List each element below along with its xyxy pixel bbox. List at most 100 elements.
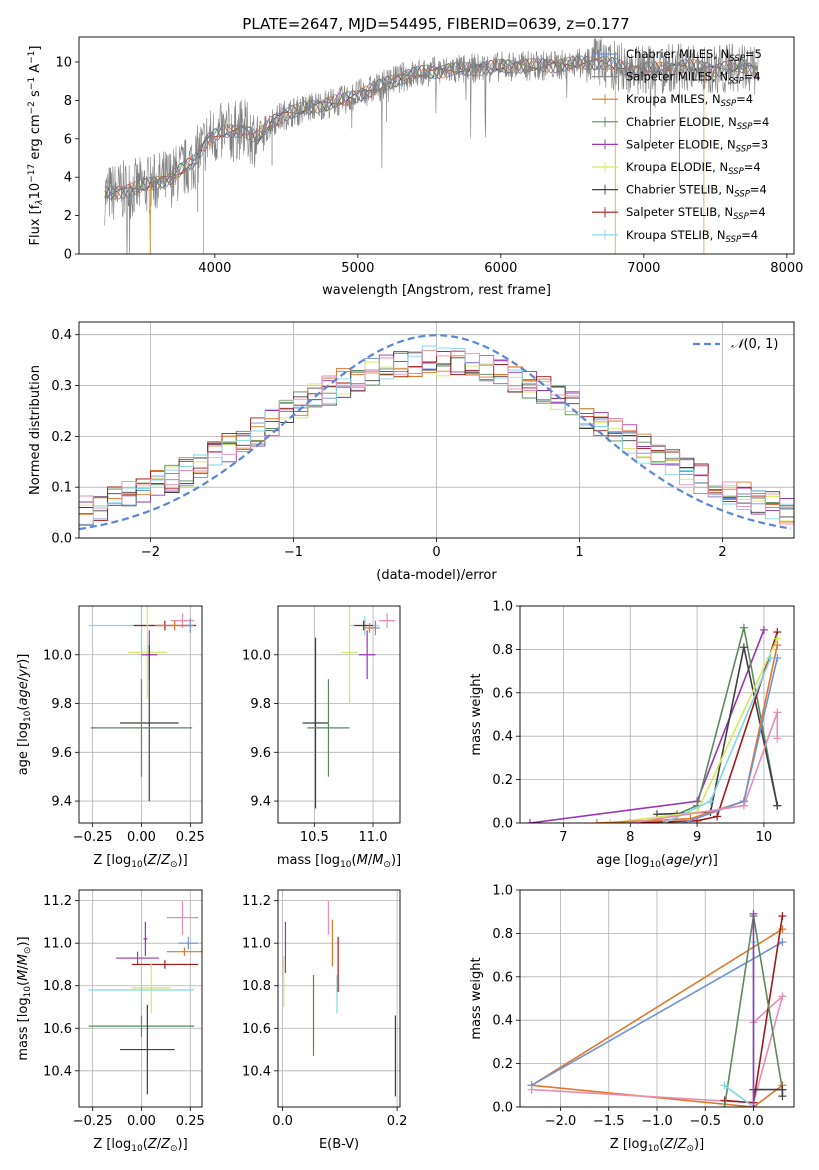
y-tick-label: 9.4 <box>51 795 72 810</box>
y-tick-label: 0.1 <box>51 481 72 496</box>
plot-area <box>88 606 197 802</box>
legend-label: Salpeter MILES, NSSP=4 <box>626 70 761 87</box>
legend-label: 𝒩(0, 1) <box>731 337 778 352</box>
histogram-series <box>79 355 794 523</box>
y-tick-label: 10.4 <box>43 1064 72 1079</box>
y-tick-label: 9.8 <box>51 697 72 712</box>
x-tick-label: 0.0 <box>272 1114 293 1129</box>
axes-frame <box>519 605 795 824</box>
y-tick-label: 1.0 <box>492 884 513 899</box>
y-axis-label: mass weight <box>469 673 484 755</box>
y-tick-label: 0.8 <box>492 643 513 658</box>
axes-frame <box>78 605 203 824</box>
y-axis-label: Normed distribution <box>28 365 43 495</box>
x-tick-label: 0 <box>432 545 440 560</box>
y-tick-label: 9.8 <box>250 697 271 712</box>
y-tick-label: 11.0 <box>43 937 72 952</box>
plot-area <box>527 909 787 1107</box>
y-tick-label: 0.4 <box>492 1014 513 1029</box>
x-axis-label: age [log10(age/yr)] <box>596 853 718 870</box>
axes-frame <box>519 889 795 1108</box>
legend-label: Salpeter ELODIE, NSSP=3 <box>626 137 768 154</box>
y-tick-label: 11.2 <box>43 894 72 909</box>
y-axis-label: mass weight <box>469 957 484 1039</box>
x-tick-label: −0.25 <box>73 1114 113 1129</box>
x-axis-label: Z [log10(Z/Z⊙)] <box>610 1137 704 1154</box>
histogram-series <box>79 349 794 525</box>
y-tick-label: 10.4 <box>242 1064 271 1079</box>
legend-label: Kroupa ELODIE, NSSP=4 <box>626 160 761 177</box>
x-tick-label: 11.0 <box>359 830 388 845</box>
x-tick-label: 7000 <box>627 261 660 276</box>
x-tick-label: 1 <box>575 545 583 560</box>
plot-area <box>526 623 782 823</box>
y-tick-label: 1.0 <box>492 600 513 615</box>
x-axis-label: Z [log10(Z/Z⊙)] <box>93 853 187 870</box>
y-tick-label: 8 <box>64 94 72 109</box>
weight-series-line <box>610 638 779 823</box>
y-tick-label: 9.6 <box>51 746 72 761</box>
panel-age-vs-Z: −0.25 0.00 0.25 9.4 9.6 9.8 10.0 Z [log10(Z/Z⊙)… <box>16 605 205 870</box>
y-tick-label: 0.3 <box>51 379 72 394</box>
x-axis-label: mass [log10(M/M⊙)] <box>277 853 401 870</box>
histogram-series <box>79 351 794 518</box>
panel-weight-vs-age: 7 8 9 10 0.0 0.2 0.4 0.6 0.8 1.0 age [log10(age/yr… <box>469 600 795 870</box>
x-axis-label: (data-model)/error <box>376 568 497 583</box>
axes-frame <box>78 321 795 539</box>
x-tick-label: 2 <box>718 545 726 560</box>
x-tick-label: 10.5 <box>300 830 329 845</box>
y-tick-label: 11.0 <box>242 937 271 952</box>
y-tick-label: 2 <box>64 209 72 224</box>
x-tick-label: 4000 <box>198 261 231 276</box>
panel-spectrum: 4000 5000 6000 7000 8000 0 2 4 6 8 10 wavelength [A… <box>27 36 803 298</box>
y-tick-label: 0.0 <box>492 1101 513 1116</box>
y-axis-label: mass [log10(M/M⊙)] <box>16 936 33 1060</box>
legend-label: Kroupa MILES, NSSP=4 <box>626 92 753 109</box>
x-tick-label: 0.25 <box>176 830 205 845</box>
weight-series-line <box>676 627 779 816</box>
legend-label: Chabrier STELIB, NSSP=4 <box>626 183 767 200</box>
y-tick-label: 10.8 <box>43 979 72 994</box>
y-tick-label: 0.0 <box>51 532 72 547</box>
y-tick-label: 0.2 <box>51 430 72 445</box>
legend: 𝒩(0, 1) <box>693 337 778 352</box>
x-tick-label: 0.25 <box>176 1114 205 1129</box>
x-tick-label: −1.0 <box>641 1114 673 1129</box>
histogram-series <box>79 345 794 525</box>
legend-label: Chabrier ELODIE, NSSP=4 <box>626 115 769 132</box>
y-tick-label: 6 <box>64 132 72 147</box>
x-tick-label: 0.0 <box>743 1114 764 1129</box>
x-tick-label: 10 <box>756 830 773 845</box>
panel-residual-histogram: −2 −1 0 1 2 0.0 0.1 0.2 0.3 0.4 (data-model)/error… <box>28 321 795 583</box>
y-tick-label: 0.6 <box>492 970 513 985</box>
x-tick-label: 8000 <box>770 261 803 276</box>
plot-area <box>79 334 794 531</box>
axes-frame <box>277 605 401 824</box>
y-tick-label: 0.2 <box>492 1057 513 1072</box>
plot-area <box>88 900 202 1095</box>
weight-series-line <box>630 631 779 823</box>
plot-area <box>302 606 396 809</box>
y-axis-label: age [log10(age/yr)] <box>16 654 33 776</box>
axes-frame <box>277 889 401 1108</box>
y-tick-label: 0.4 <box>492 730 513 745</box>
y-axis-label: Flux [fλ10−17 erg cm−2 s−1 A−1] <box>27 46 45 246</box>
plot-area <box>283 900 397 1097</box>
x-tick-label: −2 <box>141 545 160 560</box>
y-tick-label: 0.0 <box>492 817 513 832</box>
x-tick-label: −0.25 <box>73 830 113 845</box>
y-tick-label: 10.6 <box>43 1022 72 1037</box>
y-tick-label: 11.2 <box>242 894 271 909</box>
y-tick-label: 0 <box>64 248 72 263</box>
x-tick-label: 5000 <box>341 261 374 276</box>
x-tick-label: 7 <box>559 830 567 845</box>
axes-frame <box>78 36 795 255</box>
x-tick-label: −1 <box>284 545 303 560</box>
x-axis-label: Z [log10(Z/Z⊙)] <box>93 1137 187 1154</box>
weight-series-line <box>529 629 765 823</box>
axes-frame <box>78 889 203 1108</box>
x-axis-label: wavelength [Angstrom, rest frame] <box>322 283 551 298</box>
legend-label: Chabrier MILES, NSSP=5 <box>626 47 762 64</box>
x-axis-label: E(B-V) <box>319 1137 359 1152</box>
